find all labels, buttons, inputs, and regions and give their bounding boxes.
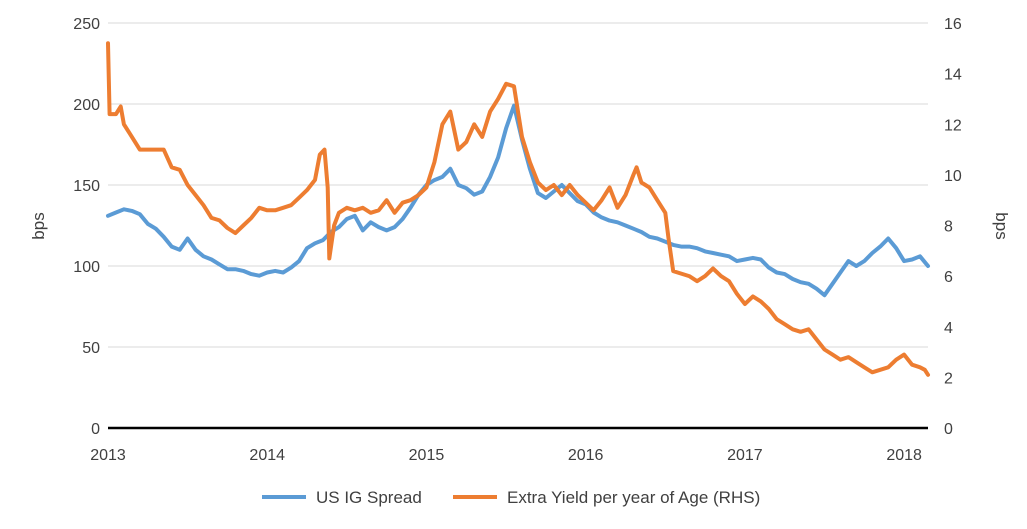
y-left-tick-label: 100 [73,259,100,276]
y-axis-left-ticks: 0 50 100 150 200 250 [73,16,100,438]
y-right-tick-label: 16 [944,16,962,33]
y-axis-right-title: bps [992,212,1011,239]
legend: US IG Spread Extra Yield per year of Age … [262,488,760,507]
y-right-tick-label: 6 [944,269,953,286]
x-tick-label: 2013 [90,447,126,464]
y-right-tick-label: 0 [944,421,953,438]
y-right-tick-label: 8 [944,219,953,236]
gridlines [108,22,928,348]
y-left-tick-label: 250 [73,16,100,33]
y-right-tick-label: 10 [944,168,962,185]
series-layer [106,41,930,377]
x-tick-label: 2015 [409,447,445,464]
series-line-2 [106,41,930,377]
x-axis-ticks: 2013 2014 2015 2016 2017 2018 [90,447,922,464]
x-tick-label: 2016 [568,447,604,464]
y-left-tick-label: 200 [73,97,100,114]
y-right-tick-label: 4 [944,320,953,337]
legend-label-1: US IG Spread [316,488,422,507]
y-left-tick-label: 50 [82,340,100,357]
y-axis-left-title: bps [29,212,48,239]
x-tick-label: 2014 [249,447,285,464]
y-right-tick-label: 14 [944,67,962,84]
series-line-1 [106,103,930,298]
y-left-tick-label: 150 [73,178,100,195]
x-tick-label: 2017 [727,447,763,464]
legend-label-2: Extra Yield per year of Age (RHS) [507,488,760,507]
y-axis-right-ticks: 0 2 4 6 8 10 12 14 16 [944,16,962,438]
y-left-tick-label: 0 [91,421,100,438]
x-tick-label: 2018 [886,447,922,464]
y-right-tick-label: 2 [944,370,953,387]
y-right-tick-label: 12 [944,117,962,134]
